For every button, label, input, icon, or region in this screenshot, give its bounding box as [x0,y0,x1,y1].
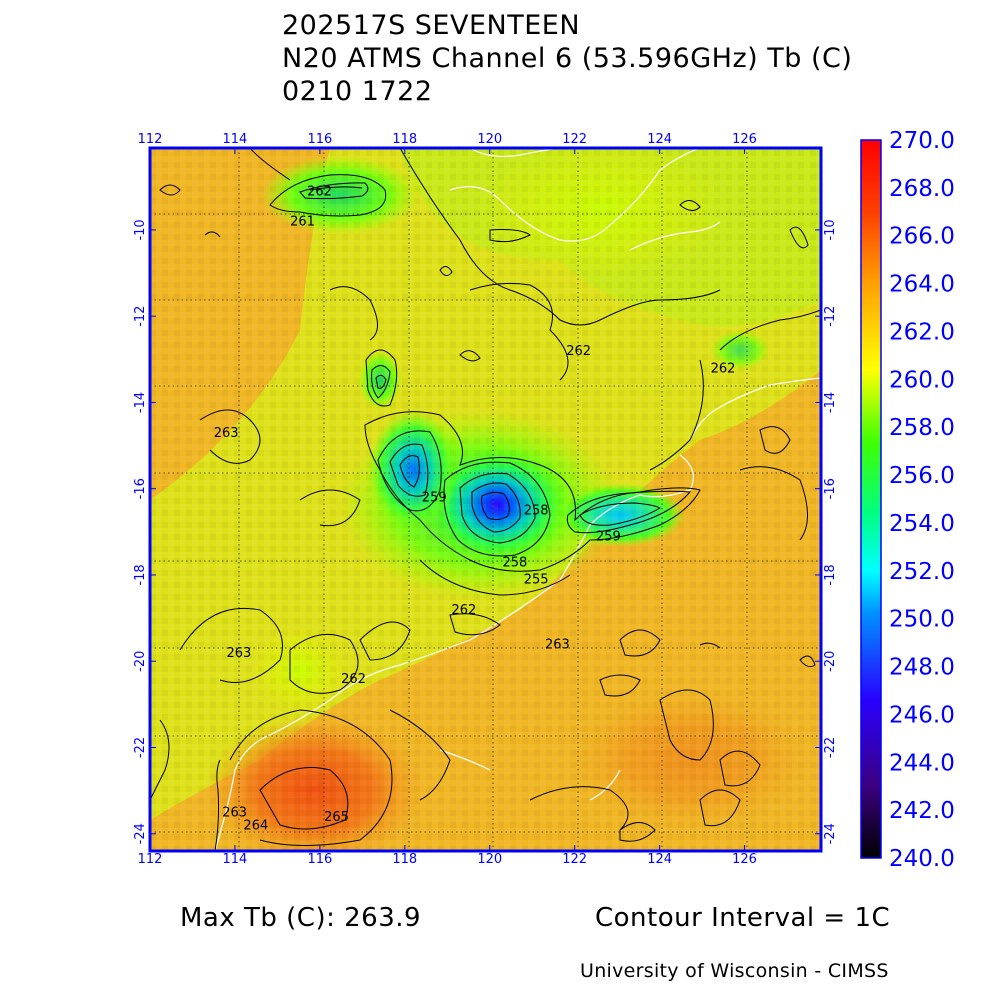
colorbar-labels: 270.0 268.0 266.0 264.0 262.0 260.0 258.0 256.0… [889,128,955,872]
lat-label-right--12: -12 [823,306,838,327]
contour-labels: 2622612622622632592582582552592622632632… [214,184,736,833]
temperature-field [150,148,821,851]
contour-label-6: 258 [524,504,549,519]
colorbar-label-246.0: 246.0 [889,702,955,728]
lon-label-top-118: 118 [392,132,417,147]
lon-label-bottom-116: 116 [307,852,332,867]
contour-interval-label: Contour Interval = 1C [595,903,891,933]
lon-labels-top: 112 114 116 118 120 122 124 126 [138,132,757,147]
lon-label-top-126: 126 [732,132,757,147]
colorbar-label-258.0: 258.0 [889,415,955,441]
contour-label-1: 261 [290,215,315,230]
colorbar-label-264.0: 264.0 [889,272,955,298]
lon-label-bottom-124: 124 [647,852,672,867]
lon-label-top-116: 116 [307,132,332,147]
lat-lon-grid [150,148,821,851]
map-frame [148,146,823,853]
coastline [214,148,821,851]
lat-label-right--10: -10 [823,219,838,240]
colorbar-label-260.0: 260.0 [889,367,955,393]
contour-label-8: 255 [524,573,549,588]
lon-label-bottom-112: 112 [138,852,163,867]
lon-label-top-114: 114 [223,132,248,147]
lat-label-right--16: -16 [823,478,838,499]
colorbar-label-270.0: 270.0 [889,128,955,154]
colorbar-label-250.0: 250.0 [889,607,955,633]
lat-label-left--10: -10 [133,219,148,240]
credit-label: University of Wisconsin - CIMSS [580,960,889,982]
contour-label-0: 262 [307,184,332,199]
contour-label-5: 259 [422,491,447,506]
lat-labels-right: -10 -12 -14 -16 -18 -20 -22 -24 [823,219,838,844]
lat-label-right--14: -14 [823,392,838,413]
contour-label-15: 264 [243,818,268,833]
colorbar-label-242.0: 242.0 [889,798,955,824]
max-tb-label: Max Tb (C): 263.9 [180,903,422,933]
lat-label-right--22: -22 [823,737,838,758]
contour-label-12: 263 [226,646,251,661]
contour-label-10: 262 [452,603,477,618]
contour-label-14: 263 [222,805,247,820]
contour-label-4: 263 [214,426,239,441]
lon-label-top-112: 112 [138,132,163,147]
title-storm: 202517S SEVENTEEN [282,10,581,41]
contour-label-16: 265 [324,810,349,825]
title-datetime: 0210 1722 [282,76,433,107]
colorbar-label-266.0: 266.0 [889,224,955,250]
lon-label-bottom-126: 126 [732,852,757,867]
colorbar [860,139,882,859]
lon-label-top-120: 120 [477,132,502,147]
lon-label-bottom-120: 120 [477,852,502,867]
lon-label-bottom-118: 118 [392,852,417,867]
colorbar-label-240.0: 240.0 [889,846,955,872]
lon-label-bottom-114: 114 [223,852,248,867]
lat-labels-left: -10 -12 -14 -16 -18 -20 -22 -24 [133,219,148,844]
lat-label-left--24: -24 [133,823,148,844]
contour-label-11: 263 [545,637,570,652]
colorbar-label-262.0: 262.0 [889,319,955,345]
lat-label-left--20: -20 [133,651,148,672]
contour-label-2: 262 [566,344,591,359]
lat-label-right--20: -20 [823,651,838,672]
lon-label-top-122: 122 [562,132,587,147]
colorbar-label-248.0: 248.0 [889,655,955,681]
lon-labels-bottom: 112 114 116 118 120 122 124 126 [138,852,757,867]
contour-label-7: 258 [502,555,527,570]
lat-label-right--24: -24 [823,823,838,844]
lat-label-left--22: -22 [133,737,148,758]
colorbar-label-256.0: 256.0 [889,463,955,489]
lat-label-left--18: -18 [133,564,148,585]
contour-label-9: 259 [596,529,621,544]
lat-label-right--18: -18 [823,564,838,585]
contour-lines [150,148,821,851]
contour-label-3: 262 [711,361,736,376]
colorbar-label-268.0: 268.0 [889,176,955,202]
title-instrument: N20 ATMS Channel 6 (53.596GHz) Tb (C) [282,43,853,74]
colorbar-label-254.0: 254.0 [889,511,955,537]
lat-label-left--14: -14 [133,392,148,413]
colorbar-label-244.0: 244.0 [889,750,955,776]
contour-label-13: 262 [341,672,366,687]
lon-label-top-124: 124 [647,132,672,147]
lat-label-left--12: -12 [133,306,148,327]
lat-label-left--16: -16 [133,478,148,499]
lon-label-bottom-122: 122 [562,852,587,867]
colorbar-label-252.0: 252.0 [889,559,955,585]
